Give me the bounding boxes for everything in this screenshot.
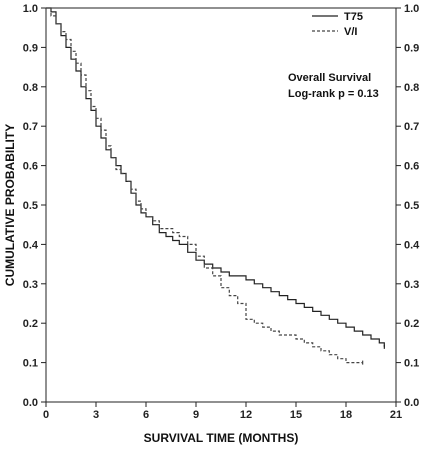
y-tick-label-left: 0.9 <box>23 42 38 54</box>
y-tick-label-left: 0.5 <box>23 200 38 212</box>
y-tick-label-right: 0.2 <box>404 318 419 330</box>
series-line-t75 <box>46 7 385 347</box>
x-tick-label: 9 <box>193 409 199 421</box>
x-tick-label: 3 <box>93 409 99 421</box>
y-tick-label-right: 0.3 <box>404 279 419 291</box>
y-tick-label-right: 0.8 <box>404 82 419 94</box>
y-tick-label-left: 0.6 <box>23 161 38 173</box>
legend-label-t75: T75 <box>344 11 363 23</box>
y-axis-ticks-right: 0.0 0.1 0.2 0.3 0.4 0.5 0.6 0.7 0.8 0.9 1.0 <box>396 3 420 409</box>
plot-frame <box>45 7 397 403</box>
annotation: Overall Survival Log-rank p = 0.13 <box>288 72 379 100</box>
y-tick-label-right: 0.5 <box>404 200 419 212</box>
y-tick-label-right: 0.4 <box>404 239 420 251</box>
y-tick-label-left: 0.4 <box>23 239 39 251</box>
y-tick-label-right: 0.7 <box>404 121 419 133</box>
x-tick-label: 12 <box>240 409 252 421</box>
x-tick-label: 6 <box>143 409 149 421</box>
annotation-title: Overall Survival <box>288 72 371 84</box>
x-tick-label: 18 <box>340 409 352 421</box>
y-tick-label-right: 1.0 <box>404 3 419 15</box>
annotation-pvalue: Log-rank p = 0.13 <box>288 88 379 100</box>
y-tick-label-right: 0.1 <box>404 358 419 370</box>
x-tick-label: 15 <box>290 409 302 421</box>
y-tick-label-left: 1.0 <box>23 3 38 15</box>
y-tick-label-left: 0.8 <box>23 82 38 94</box>
x-tick-label: 0 <box>43 409 49 421</box>
y-tick-label-left: 0.0 <box>23 397 38 409</box>
series-group <box>46 7 385 365</box>
y-axis-ticks-left: 0.0 0.1 0.2 0.3 0.4 0.5 0.6 0.7 0.8 0.9 1.0 <box>23 3 46 409</box>
series-line-vi <box>46 7 363 364</box>
x-axis-title: SURVIVAL TIME (MONTHS) <box>144 431 299 445</box>
x-tick-label: 21 <box>390 409 402 421</box>
y-tick-label-left: 0.2 <box>23 318 38 330</box>
y-tick-label-right: 0.9 <box>404 42 419 54</box>
x-axis-ticks: 0 3 6 9 12 15 18 21 <box>43 402 402 421</box>
y-tick-label-left: 0.1 <box>23 358 38 370</box>
legend: T75 V/I <box>312 11 363 38</box>
y-tick-label-left: 0.3 <box>23 279 38 291</box>
y-tick-label-right: 0.0 <box>404 397 419 409</box>
legend-label-vi: V/I <box>344 26 357 38</box>
y-tick-label-right: 0.6 <box>404 161 419 173</box>
y-axis-title: CUMULATIVE PROBABILITY <box>3 124 17 286</box>
y-tick-label-left: 0.7 <box>23 121 38 133</box>
